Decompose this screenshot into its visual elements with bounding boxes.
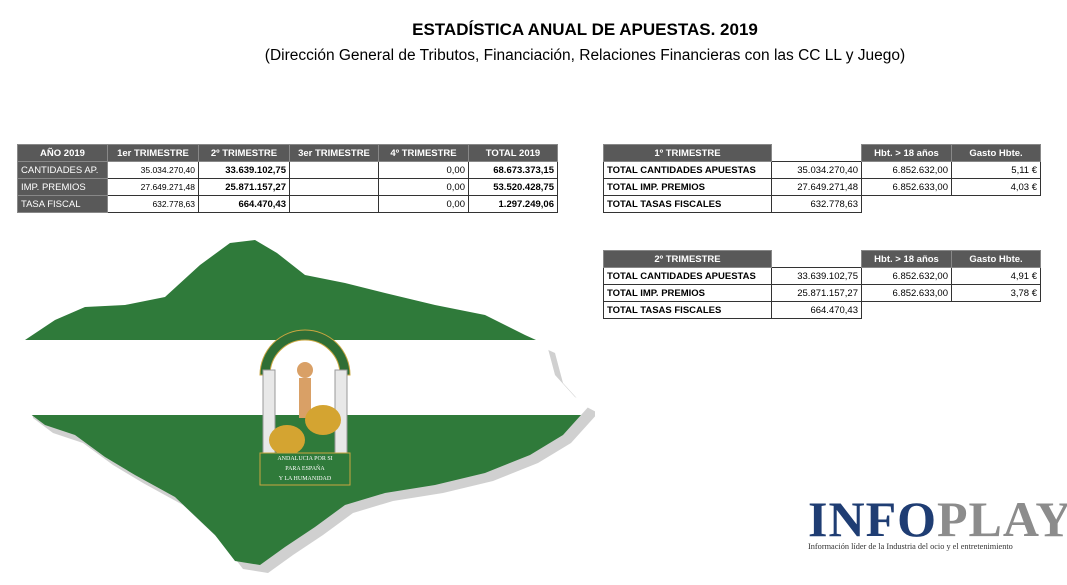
table-cell: 25.871.157,27: [198, 178, 290, 196]
table-cell: 35.034.270,40: [771, 161, 862, 179]
table-cell: TOTAL IMP. PREMIOS: [603, 284, 772, 302]
table-row: TOTAL IMP. PREMIOS 27.649.271,48 6.852.633…: [603, 178, 1041, 196]
table-cell: [289, 161, 379, 179]
emblem-motto: ANDALUCIA POR SI: [277, 456, 332, 462]
table-cell: 33.639.102,75: [771, 267, 862, 285]
table-cell: Gasto Hbte.: [951, 250, 1041, 268]
table-row: TOTAL TASAS FISCALES 664.470,43: [603, 301, 1041, 319]
table-cell: 27.649.271,48: [771, 178, 862, 196]
subtitle: (Dirección General de Tributos, Financia…: [264, 47, 906, 64]
table-cell: TOTAL TASAS FISCALES: [603, 301, 772, 319]
table-cell: [862, 196, 952, 213]
table-row: TASA FISCAL 632.778,63 664.470,43 0,00 1.297…: [17, 195, 558, 213]
table-cell: IMP. PREMIOS: [17, 178, 108, 196]
emblem-motto: PARA ESPAÑA: [285, 464, 325, 472]
table-cell: TASA FISCAL: [17, 195, 108, 213]
table-cell: 3er TRIMESTRE: [289, 144, 379, 162]
table-row: TOTAL CANTIDADES APUESTAS 33.639.102,75 6.…: [603, 267, 1041, 285]
logo-tagline: Información líder de la Industria del oc…: [808, 542, 1013, 551]
q1-table: 1º TRIMESTRE Hbt. > 18 años Gasto Hbte. TOT…: [603, 144, 1041, 213]
logo-brand: INFO: [808, 491, 937, 547]
table-cell: 1.297.249,06: [468, 195, 558, 213]
header-row: AÑO 2019 1er TRIMESTRE 2º TRIMESTRE 3er TRI…: [17, 144, 558, 162]
andalusia-flag-map: ANDALUCIA POR SI PARA ESPAÑA Y LA HUMANI…: [20, 240, 595, 573]
table-cell: 27.649.271,48: [107, 178, 199, 196]
table-row: IMP. PREMIOS 27.649.271,48 25.871.157,27 0,…: [17, 178, 558, 196]
table-cell: 1er TRIMESTRE: [107, 144, 199, 162]
table-cell: TOTAL 2019: [468, 144, 558, 162]
table-cell: TOTAL CANTIDADES APUESTAS: [603, 161, 772, 179]
table-cell: 6.852.632,00: [861, 161, 952, 179]
q2-table: 2º TRIMESTRE Hbt. > 18 años Gasto Hbte. TOT…: [603, 250, 1041, 319]
table-cell: [772, 251, 862, 268]
table-cell: TOTAL TASAS FISCALES: [603, 195, 772, 213]
table-cell: 3,78 €: [951, 284, 1041, 302]
table-cell: 0,00: [378, 178, 469, 196]
table-cell: 0,00: [378, 195, 469, 213]
logo-brand: PLAY: [937, 491, 1067, 547]
table-cell: [289, 195, 379, 213]
table-cell: [289, 178, 379, 196]
table-cell: 1º TRIMESTRE: [603, 144, 772, 162]
table-cell: 4º TRIMESTRE: [378, 144, 469, 162]
emblem-motto: Y LA HUMANIDAD: [279, 476, 332, 482]
table-row: TOTAL CANTIDADES APUESTAS 35.034.270,40 6.…: [603, 161, 1041, 179]
table-row: CANTIDADES AP. 35.034.270,40 33.639.102,75…: [17, 161, 558, 179]
table-cell: 35.034.270,40: [107, 161, 199, 179]
table-row: TOTAL IMP. PREMIOS 25.871.157,27 6.852.633…: [603, 284, 1041, 302]
header-row: 1º TRIMESTRE Hbt. > 18 años Gasto Hbte.: [603, 144, 1041, 162]
table-cell: 33.639.102,75: [198, 161, 290, 179]
table-cell: Hbt. > 18 años: [861, 250, 952, 268]
table-cell: [952, 196, 1041, 213]
table-cell: TOTAL IMP. PREMIOS: [603, 178, 772, 196]
table-cell: 6.852.633,00: [861, 284, 952, 302]
table-cell: AÑO 2019: [17, 144, 108, 162]
table-cell: 2º TRIMESTRE: [198, 144, 290, 162]
infoplay-logo: INFOPLAY Información líder de la Industr…: [808, 491, 1067, 551]
table-row: TOTAL TASAS FISCALES 632.778,63: [603, 195, 1041, 213]
table-cell: [952, 302, 1041, 319]
table-cell: 6.852.632,00: [861, 267, 952, 285]
annual-table: AÑO 2019 1er TRIMESTRE 2º TRIMESTRE 3er TRI…: [17, 144, 558, 213]
table-cell: 664.470,43: [771, 301, 862, 319]
table-cell: CANTIDADES AP.: [17, 161, 108, 179]
table-cell: [862, 302, 952, 319]
table-cell: 0,00: [378, 161, 469, 179]
table-cell: Gasto Hbte.: [951, 144, 1041, 162]
table-cell: 4,91 €: [951, 267, 1041, 285]
table-cell: 68.673.373,15: [468, 161, 558, 179]
table-cell: [772, 145, 862, 162]
table-cell: 632.778,63: [107, 195, 199, 213]
table-cell: 664.470,43: [198, 195, 290, 213]
table-cell: TOTAL CANTIDADES APUESTAS: [603, 267, 772, 285]
table-cell: 2º TRIMESTRE: [603, 250, 772, 268]
table-cell: 6.852.633,00: [861, 178, 952, 196]
table-cell: 25.871.157,27: [771, 284, 862, 302]
table-cell: Hbt. > 18 años: [861, 144, 952, 162]
table-cell: 4,03 €: [951, 178, 1041, 196]
title: ESTADÍSTICA ANUAL DE APUESTAS. 2019: [412, 20, 758, 39]
header-row: 2º TRIMESTRE Hbt. > 18 años Gasto Hbte.: [603, 250, 1041, 268]
table-cell: 5,11 €: [951, 161, 1041, 179]
table-cell: 632.778,63: [771, 195, 862, 213]
table-cell: 53.520.428,75: [468, 178, 558, 196]
